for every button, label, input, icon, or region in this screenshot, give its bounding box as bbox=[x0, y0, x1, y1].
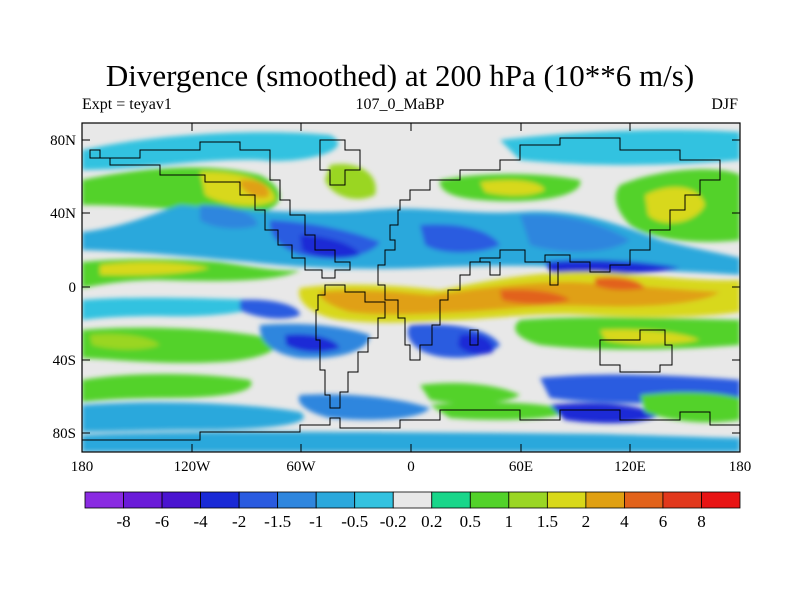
lat-label-40n: 40N bbox=[50, 206, 76, 222]
lon-label-60e: 60E bbox=[509, 459, 533, 475]
colorbar-label: -8 bbox=[116, 512, 130, 531]
lat-axis: 80N 40N 0 40S 80S bbox=[50, 133, 740, 442]
colorbar-label: -6 bbox=[155, 512, 169, 531]
colorbar-swatch bbox=[546, 491, 587, 509]
colorbar-label: -0.2 bbox=[380, 512, 407, 531]
lon-label-180e: 180 bbox=[729, 459, 752, 475]
colorbar-label: 0.5 bbox=[460, 512, 481, 531]
colorbar-swatch bbox=[624, 491, 664, 509]
colorbar-label: -1 bbox=[309, 512, 323, 531]
colorbar-swatch bbox=[200, 491, 240, 509]
colorbar-label: 0.2 bbox=[421, 512, 442, 531]
lon-axis: 180 120W 60W 0 60E 120E 180 bbox=[71, 123, 752, 475]
colorbar-swatch bbox=[315, 491, 356, 509]
colorbar-label: 2 bbox=[582, 512, 591, 531]
colorbar-swatch bbox=[161, 491, 201, 509]
colorbar-swatch bbox=[123, 491, 163, 509]
lon-label-0: 0 bbox=[407, 459, 415, 475]
colorbar-swatch bbox=[431, 491, 471, 509]
colorbar-label: 1.5 bbox=[537, 512, 558, 531]
lon-label-60w: 60W bbox=[286, 459, 316, 475]
colorbar-label: -0.5 bbox=[341, 512, 368, 531]
colorbar-swatch bbox=[701, 491, 741, 509]
lat-label-80n: 80N bbox=[50, 133, 76, 149]
colorbar-label: -2 bbox=[232, 512, 246, 531]
colorbar-swatch bbox=[662, 491, 702, 509]
colorbar-swatch bbox=[84, 491, 124, 509]
colorbar-swatch bbox=[238, 491, 279, 509]
colorbar-label: 8 bbox=[697, 512, 706, 531]
season-label: DJF bbox=[711, 96, 738, 113]
lat-label-0: 0 bbox=[69, 280, 77, 296]
lat-label-80s: 80S bbox=[53, 426, 76, 442]
colorbar-swatch bbox=[277, 491, 317, 509]
colorbar-label: 4 bbox=[620, 512, 629, 531]
colorbar-label: -4 bbox=[194, 512, 209, 531]
colorbar: -8 -6 -4 -2 -1.5 -1 -0.5 -0.2 0.2 0.5 1 1.5 2 4 6 8 bbox=[84, 491, 741, 531]
colorbar-label: -1.5 bbox=[264, 512, 291, 531]
lat-label-40s: 40S bbox=[53, 353, 76, 369]
lon-label-120e: 120E bbox=[614, 459, 646, 475]
period-label: 107_0_MaBP bbox=[355, 96, 445, 113]
colorbar-label: 1 bbox=[505, 512, 514, 531]
lon-label-180w: 180 bbox=[71, 459, 94, 475]
colorbar-swatch bbox=[392, 491, 433, 509]
divergence-map bbox=[82, 123, 740, 452]
colorbar-swatch bbox=[469, 491, 510, 509]
lon-label-120w: 120W bbox=[174, 459, 212, 475]
colorbar-swatch bbox=[508, 491, 548, 509]
experiment-label: Expt = teyav1 bbox=[82, 96, 172, 113]
colorbar-swatch bbox=[354, 491, 394, 509]
colorbar-label: 6 bbox=[659, 512, 668, 531]
plot-title: Divergence (smoothed) at 200 hPa (10**6 … bbox=[105, 58, 695, 93]
colorbar-swatch bbox=[585, 491, 625, 509]
